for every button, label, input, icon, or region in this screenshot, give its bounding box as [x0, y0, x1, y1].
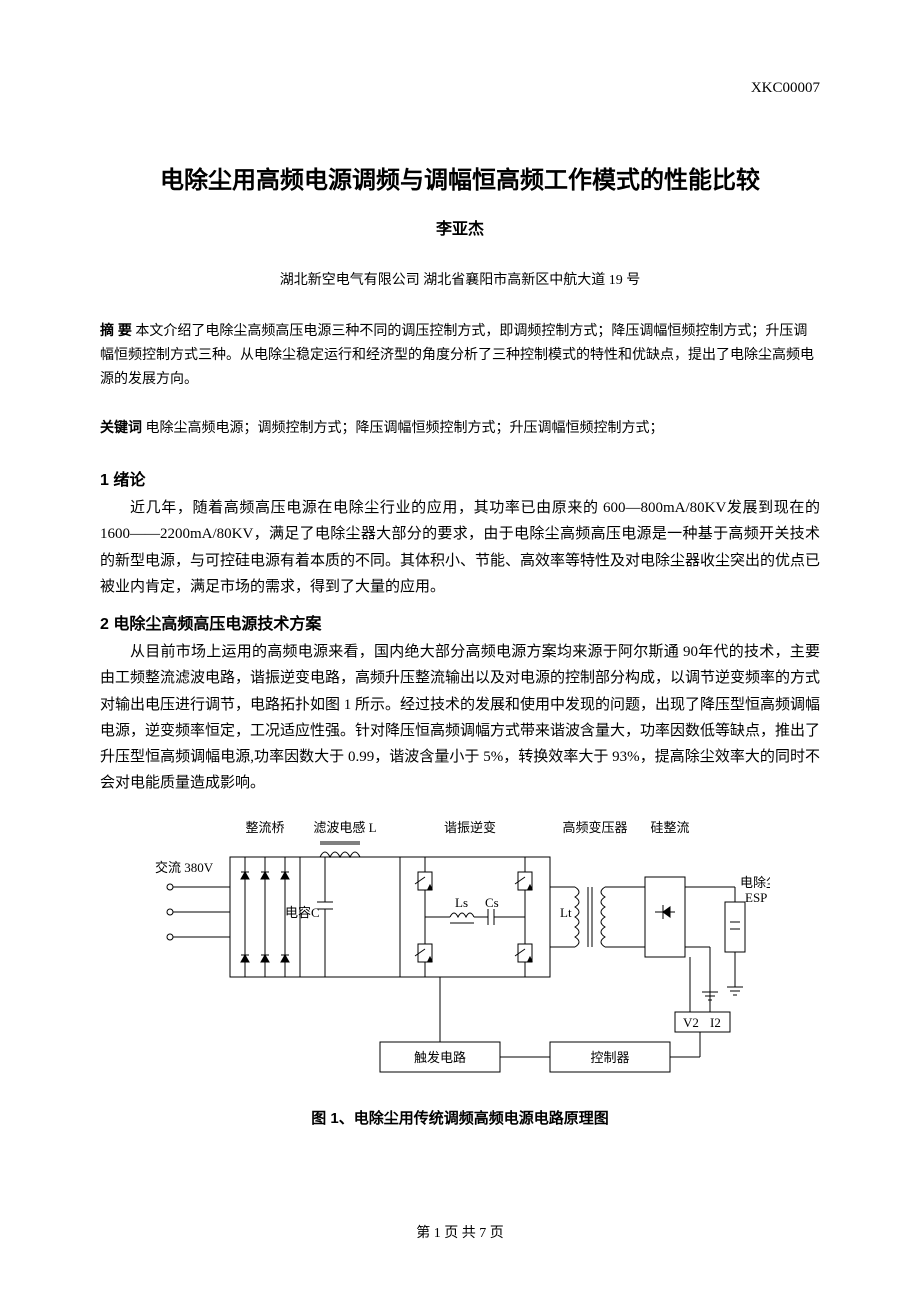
page-title: 电除尘用高频电源调频与调幅恒高频工作模式的性能比较	[100, 160, 820, 195]
page-footer: 第 1 页 共 7 页	[0, 1222, 920, 1242]
section-heading-2: 2 电除尘高频高压电源技术方案	[100, 610, 820, 634]
section-2-paragraph: 从目前市场上运用的高频电源来看，国内绝大部分高频电源方案均来源于阿尔斯通 90年…	[100, 639, 820, 797]
figure-1: 整流桥 滤波电感 L 谐振逆变 高频变压器 硅整流 交流 380V	[100, 817, 820, 1128]
label-esp-cn: 电除尘器	[740, 875, 770, 890]
keywords-block: 关键词 电除尘高频电源；调频控制方式；降压调幅恒频控制方式；升压调幅恒频控制方式…	[100, 416, 820, 441]
figure-1-caption: 图 1、电除尘用传统调频高频电源电路原理图	[100, 1107, 820, 1128]
keywords-label: 关键词	[100, 419, 142, 435]
doc-code: XKC00007	[751, 80, 820, 97]
label-filter-inductor: 滤波电感 L	[313, 820, 376, 835]
label-resonant-inverter: 谐振逆变	[444, 820, 496, 835]
author-name: 李亚杰	[100, 215, 820, 239]
affiliation: 湖北新空电气有限公司 湖北省襄阳市高新区中航大道 19 号	[100, 269, 820, 289]
label-cs: Cs	[485, 895, 499, 910]
label-trigger-circuit: 触发电路	[414, 1050, 466, 1065]
section-title-2: 电除尘高频高压电源技术方案	[113, 616, 321, 633]
section-1-paragraph: 近几年，随着高频高压电源在电除尘行业的应用，其功率已由原来的 600—800mA…	[100, 495, 820, 600]
label-ac-input: 交流 380V	[155, 860, 214, 875]
section-title-1: 绪论	[113, 472, 145, 489]
label-esp-en: ESP	[745, 890, 767, 905]
label-v2: V2	[683, 1015, 699, 1030]
label-hf-transformer: 高频变压器	[562, 820, 627, 835]
keywords-text: 电除尘高频电源；调频控制方式；降压调幅恒频控制方式；升压调幅恒频控制方式；	[146, 421, 664, 436]
abstract-label: 摘 要	[100, 322, 132, 338]
label-si-rectifier: 硅整流	[650, 820, 689, 835]
label-controller: 控制器	[590, 1050, 629, 1065]
section-number-2: 2	[100, 616, 109, 633]
abstract-text: 本文介绍了电除尘高频高压电源三种不同的调压控制方式，即调频控制方式；降压调幅恒频…	[100, 324, 814, 387]
label-capacitor: 电容C	[285, 905, 320, 920]
label-rectifier-bridge: 整流桥	[245, 820, 284, 835]
label-ls: Ls	[455, 895, 468, 910]
label-i2: I2	[710, 1015, 721, 1030]
section-heading-1: 1 绪论	[100, 466, 820, 490]
section-number-1: 1	[100, 472, 109, 489]
abstract-block: 摘 要 本文介绍了电除尘高频高压电源三种不同的调压控制方式，即调频控制方式；降压…	[100, 319, 820, 391]
label-lt: Lt	[560, 905, 572, 920]
circuit-diagram: 整流桥 滤波电感 L 谐振逆变 高频变压器 硅整流 交流 380V	[150, 817, 770, 1087]
